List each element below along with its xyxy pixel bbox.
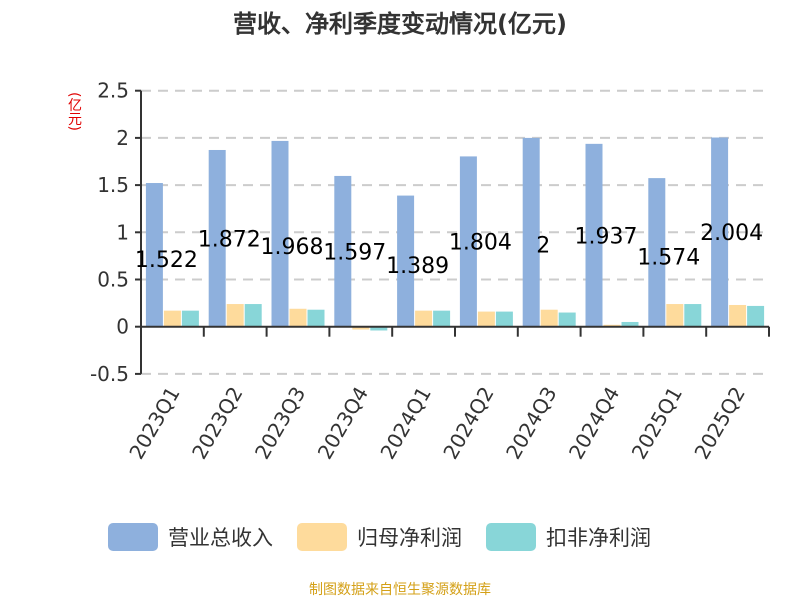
- data-label: 2.004: [700, 221, 763, 246]
- legend-label: 归母净利润: [357, 526, 462, 550]
- legend-swatch-revenue: [108, 523, 158, 551]
- data-label: 1.389: [386, 254, 449, 279]
- bar: [145, 183, 163, 327]
- bar: [208, 149, 226, 327]
- x-category-label: 2024Q1: [375, 383, 435, 464]
- y-tick-label: 2.5: [97, 79, 129, 103]
- bar: [370, 326, 388, 331]
- legend-swatch-net-profit-deducted: [486, 523, 536, 551]
- bar: [684, 304, 702, 327]
- x-category-label: 2023Q2: [187, 383, 247, 464]
- bar: [271, 140, 289, 327]
- data-label: 1.937: [575, 224, 638, 249]
- y-tick-label: 2: [116, 126, 129, 150]
- legend-item-net-profit-parent[interactable]: 归母净利润: [297, 522, 462, 552]
- y-tick-label: -0.5: [90, 362, 129, 386]
- chart-title: 营收、净利季度变动情况(亿元): [233, 10, 567, 38]
- x-category-label: 2023Q1: [124, 383, 184, 464]
- bar: [648, 178, 666, 327]
- x-category-label: 2024Q3: [501, 383, 561, 464]
- data-label: 2: [536, 233, 550, 258]
- y-tick-label: 0.5: [97, 268, 129, 292]
- bar: [334, 175, 352, 327]
- data-label: 1.804: [449, 231, 512, 256]
- bar: [585, 143, 603, 327]
- x-category-label: 2024Q4: [564, 383, 624, 464]
- bar: [433, 310, 451, 327]
- data-label: 1.968: [261, 235, 324, 260]
- legend-item-net-profit-deducted[interactable]: 扣非净利润: [486, 522, 651, 552]
- x-category-label: 2024Q2: [438, 383, 498, 464]
- legend-label: 扣非净利润: [546, 526, 651, 550]
- bar: [352, 326, 370, 330]
- bar: [747, 305, 765, 327]
- x-category-label: 2023Q4: [313, 383, 373, 464]
- legend-label: 营业总收入: [168, 526, 273, 550]
- bar: [477, 311, 495, 327]
- bar: [244, 304, 262, 327]
- data-label: 1.522: [135, 248, 198, 273]
- data-source-note: 制图数据来自恒生聚源数据库: [309, 582, 491, 598]
- x-category-label: 2025Q1: [627, 383, 687, 464]
- y-tick-label: 1: [116, 220, 129, 244]
- bar: [415, 310, 433, 327]
- bar: [621, 321, 639, 327]
- data-label: 1.872: [198, 227, 261, 252]
- bar: [226, 304, 244, 327]
- data-label: 1.597: [323, 240, 386, 265]
- bar: [522, 137, 540, 327]
- bar: [495, 311, 513, 327]
- bar: [558, 312, 576, 327]
- legend-item-revenue[interactable]: 营业总收入: [108, 522, 273, 552]
- bar: [397, 195, 415, 327]
- bar: [459, 156, 477, 327]
- legend-swatch-net-profit-parent: [297, 523, 347, 551]
- y-tick-label: 1.5: [97, 173, 129, 197]
- x-category-label: 2023Q3: [250, 383, 310, 464]
- data-label: 1.574: [637, 245, 700, 270]
- y-axis-unit-label: (亿元): [66, 92, 82, 131]
- chart-legend: 营业总收入 归母净利润 扣非净利润: [108, 522, 675, 552]
- bar: [307, 309, 325, 327]
- bar: [666, 304, 684, 327]
- bar: [540, 309, 558, 327]
- bar: [711, 137, 729, 327]
- x-category-label: 2025Q2: [689, 383, 749, 464]
- y-tick-label: 0: [116, 315, 129, 339]
- bar: [163, 310, 181, 327]
- bar: [729, 304, 747, 327]
- bar: [181, 310, 199, 327]
- bar: [289, 308, 307, 327]
